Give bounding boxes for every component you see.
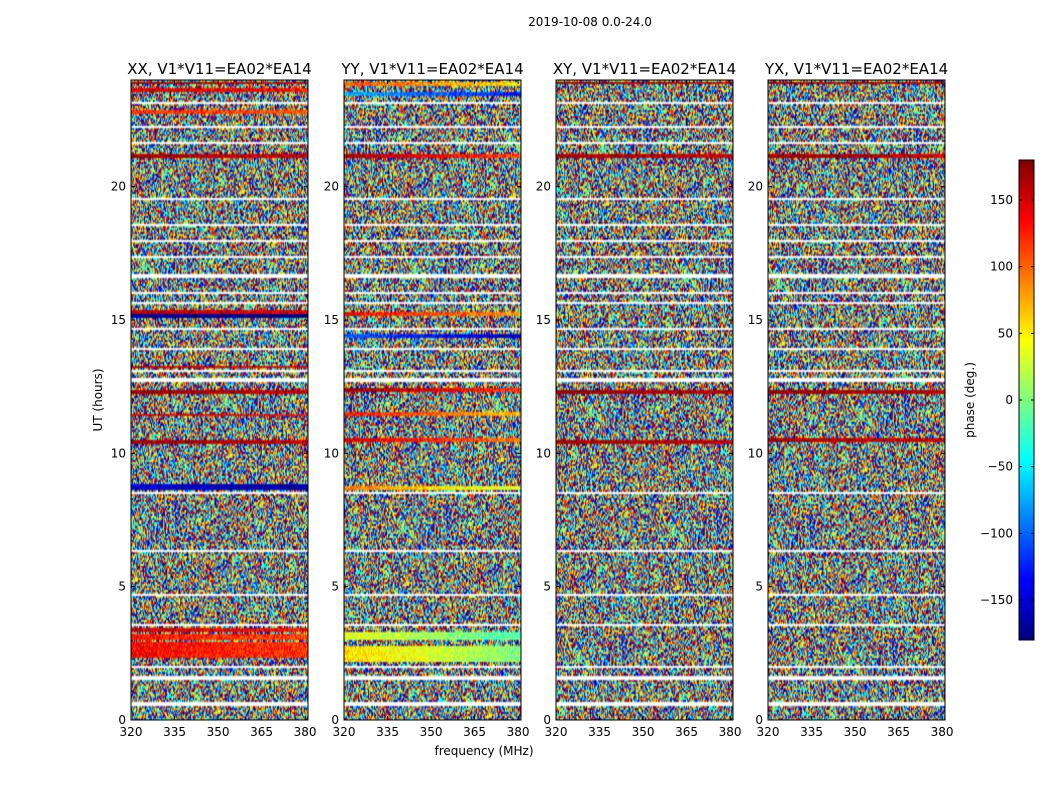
colorbar-tick-label: 0 [1005, 393, 1013, 407]
x-tick-label: 335 [163, 725, 186, 739]
y-tick-label: 15 [111, 313, 126, 327]
y-tick-label: 10 [748, 446, 763, 460]
colorbar-tick-label: −50 [988, 460, 1013, 474]
x-tick-label: 365 [887, 725, 910, 739]
colorbar: −150 −100 −50 0 50 100 150 [980, 159, 1035, 641]
panel-0: XX, V1*V11=EA02*EA14 320 335 350 365 380 0 5 10 1… [111, 60, 317, 739]
y-tick-label: 20 [111, 180, 126, 194]
panel-2: XY, V1*V11=EA02*EA14 320 335 350 365 380 0 5 10 1… [536, 60, 742, 739]
x-tick-label: 365 [250, 725, 273, 739]
x-tick-label: 380 [719, 725, 742, 739]
y-tick-label: 15 [324, 313, 339, 327]
colorbar-label: phase (deg.) [963, 362, 977, 438]
panel-frame [130, 79, 309, 721]
x-tick-label: 380 [931, 725, 954, 739]
phase-heatmap-image [556, 80, 733, 720]
panels-group: XX, V1*V11=EA02*EA14 320 335 350 365 380 0 5 10 1… [111, 60, 954, 739]
x-tick-label: 335 [588, 725, 611, 739]
x-tick-label: 320 [757, 725, 780, 739]
colorbar-tick-label: 50 [998, 326, 1013, 340]
colorbar-tick-label: −150 [980, 593, 1013, 607]
y-tick-label: 5 [543, 580, 551, 594]
colorbar-tick-label: −100 [980, 526, 1013, 540]
colorbar-tick-label: 150 [990, 193, 1013, 207]
x-tick-label: 335 [376, 725, 399, 739]
y-tick-label: 15 [748, 313, 763, 327]
x-axis-label: frequency (MHz) [434, 744, 533, 758]
figure-suptitle: 2019-10-08 0.0-24.0 [528, 15, 652, 29]
y-tick-label: 20 [324, 180, 339, 194]
phase-heatmap-image [768, 80, 945, 720]
panel-frame [343, 79, 522, 721]
y-tick-label: 5 [755, 580, 763, 594]
y-axis-label: UT (hours) [91, 368, 105, 431]
x-tick-label: 350 [632, 725, 655, 739]
panel-title: XX, V1*V11=EA02*EA14 [127, 60, 311, 78]
panel-frame [555, 79, 734, 721]
panel-title: YX, V1*V11=EA02*EA14 [764, 60, 948, 78]
phase-heatmap-image [344, 80, 521, 720]
y-tick-label: 20 [748, 180, 763, 194]
y-tick-label: 0 [755, 713, 763, 727]
y-tick-label: 5 [331, 580, 339, 594]
y-tick-label: 15 [536, 313, 551, 327]
x-tick-label: 350 [207, 725, 230, 739]
panel-1: YY, V1*V11=EA02*EA14 320 335 350 365 380 0 5 10 1… [324, 60, 530, 739]
phase-heatmap-image [131, 80, 308, 720]
x-tick-label: 365 [675, 725, 698, 739]
x-tick-label: 350 [420, 725, 443, 739]
x-tick-label: 380 [507, 725, 530, 739]
y-tick-label: 0 [118, 713, 126, 727]
y-tick-label: 10 [324, 446, 339, 460]
panel-frame [767, 79, 946, 721]
y-tick-label: 0 [331, 713, 339, 727]
panel-3: YX, V1*V11=EA02*EA14 320 335 350 365 380 0 5 10 1… [748, 60, 954, 739]
x-tick-label: 320 [120, 725, 143, 739]
y-tick-label: 10 [111, 446, 126, 460]
x-tick-label: 320 [545, 725, 568, 739]
y-tick-label: 10 [536, 446, 551, 460]
x-tick-label: 350 [844, 725, 867, 739]
y-tick-label: 0 [543, 713, 551, 727]
x-tick-label: 365 [463, 725, 486, 739]
x-tick-label: 320 [333, 725, 356, 739]
panel-title: YY, V1*V11=EA02*EA14 [340, 60, 523, 78]
y-tick-label: 20 [536, 180, 551, 194]
x-tick-label: 380 [294, 725, 317, 739]
panel-title: XY, V1*V11=EA02*EA14 [553, 60, 736, 78]
y-tick-label: 5 [118, 580, 126, 594]
x-tick-label: 335 [800, 725, 823, 739]
colorbar-tick-label: 100 [990, 260, 1013, 274]
